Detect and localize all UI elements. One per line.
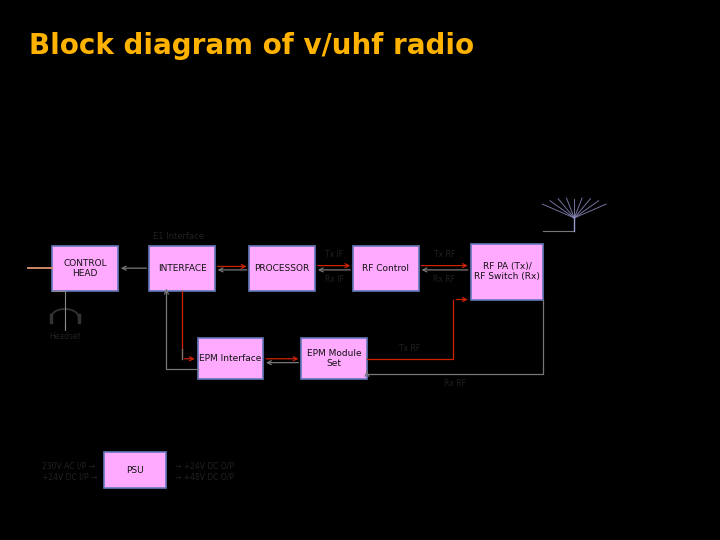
Text: → +24V DC O/P: → +24V DC O/P	[175, 462, 234, 470]
FancyBboxPatch shape	[353, 246, 419, 291]
Text: → +48V DC O/P: → +48V DC O/P	[175, 472, 234, 481]
Text: Rx IF: Rx IF	[325, 275, 344, 285]
Text: Rx RF: Rx RF	[444, 379, 467, 388]
Text: E1 Interface: E1 Interface	[153, 232, 204, 241]
FancyBboxPatch shape	[149, 246, 215, 291]
Text: Tx RF: Tx RF	[399, 344, 420, 353]
Text: PSU: PSU	[127, 465, 144, 475]
FancyBboxPatch shape	[53, 246, 118, 291]
Text: Tx IF: Tx IF	[325, 249, 343, 259]
Text: Block diagram of v/uhf radio: Block diagram of v/uhf radio	[29, 32, 474, 60]
Text: RF Control: RF Control	[362, 264, 410, 273]
FancyBboxPatch shape	[104, 452, 166, 488]
Text: EPM Module
Set: EPM Module Set	[307, 349, 361, 368]
FancyBboxPatch shape	[197, 338, 264, 379]
Text: CONTROL
HEAD: CONTROL HEAD	[63, 259, 107, 278]
Text: EPM Interface: EPM Interface	[199, 354, 261, 363]
Text: Tx RF: Tx RF	[433, 249, 455, 259]
FancyBboxPatch shape	[301, 338, 367, 379]
Text: Headset: Headset	[49, 332, 81, 341]
Text: RF PA (Tx)/
RF Switch (Rx): RF PA (Tx)/ RF Switch (Rx)	[474, 262, 540, 281]
Text: PROCESSOR: PROCESSOR	[255, 264, 310, 273]
Text: Rx RF: Rx RF	[433, 275, 455, 285]
Text: INTERFACE: INTERFACE	[158, 264, 207, 273]
Text: +24V DC I/P →: +24V DC I/P →	[42, 472, 97, 481]
FancyBboxPatch shape	[471, 244, 543, 300]
Text: 230V AC I/P →: 230V AC I/P →	[42, 462, 95, 470]
FancyBboxPatch shape	[249, 246, 315, 291]
